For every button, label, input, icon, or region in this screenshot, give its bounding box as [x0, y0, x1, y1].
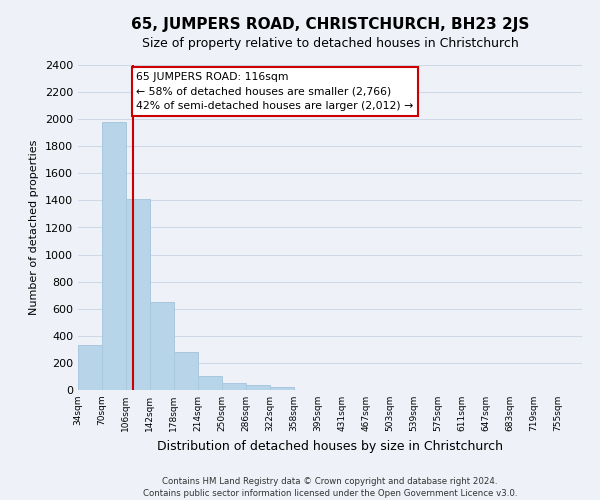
- Y-axis label: Number of detached properties: Number of detached properties: [29, 140, 40, 315]
- Bar: [78, 346, 102, 390]
- Bar: [198, 376, 222, 390]
- Text: Size of property relative to detached houses in Christchurch: Size of property relative to detached ho…: [142, 38, 518, 51]
- Text: Contains HM Land Registry data © Crown copyright and database right 2024.: Contains HM Land Registry data © Crown c…: [162, 478, 498, 486]
- Bar: [174, 352, 198, 390]
- Bar: [222, 383, 246, 390]
- Bar: [270, 388, 294, 390]
- Text: Contains public sector information licensed under the Open Government Licence v3: Contains public sector information licen…: [143, 489, 517, 498]
- Text: 65 JUMPERS ROAD: 116sqm
← 58% of detached houses are smaller (2,766)
42% of semi: 65 JUMPERS ROAD: 116sqm ← 58% of detache…: [136, 72, 413, 112]
- Bar: [246, 386, 270, 390]
- X-axis label: Distribution of detached houses by size in Christchurch: Distribution of detached houses by size …: [157, 440, 503, 452]
- Text: 65, JUMPERS ROAD, CHRISTCHURCH, BH23 2JS: 65, JUMPERS ROAD, CHRISTCHURCH, BH23 2JS: [131, 18, 529, 32]
- Bar: [150, 302, 174, 390]
- Bar: [126, 199, 150, 390]
- Bar: [102, 122, 126, 390]
